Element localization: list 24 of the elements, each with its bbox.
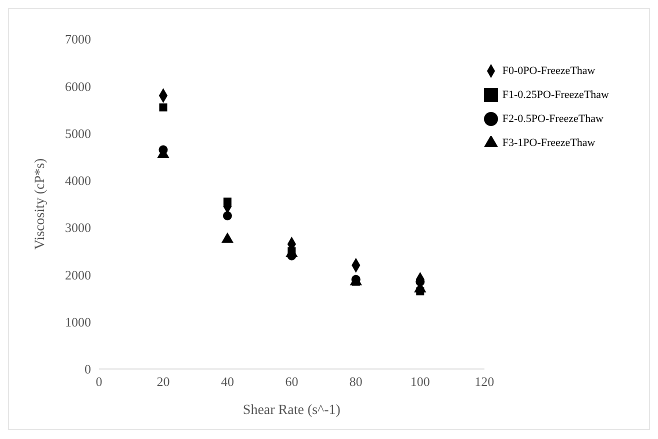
x-tick-label: 40 bbox=[220, 374, 234, 390]
y-tick-label: 3000 bbox=[65, 220, 91, 236]
x-axis-title: Shear Rate (s^-1) bbox=[242, 402, 341, 418]
y-tick-label: 2000 bbox=[65, 267, 91, 282]
y-tick-label: 5000 bbox=[65, 126, 91, 141]
x-tick-label: 120 bbox=[474, 374, 494, 390]
legend-label: F0-0PO-FreezeThaw bbox=[502, 65, 596, 77]
legend-label: F1-0.25PO-FreezeThaw bbox=[502, 89, 609, 101]
y-tick-label: 7000 bbox=[65, 32, 91, 47]
x-tick-label: 60 bbox=[285, 374, 298, 390]
x-tick-label: 0 bbox=[96, 374, 102, 390]
y-tick-label: 6000 bbox=[65, 78, 91, 94]
point bbox=[223, 198, 232, 206]
point bbox=[159, 103, 168, 112]
legend-label: F2-0.5PO-FreezeThaw bbox=[502, 113, 604, 125]
legend-label: F3-1PO-FreezeThaw bbox=[502, 137, 596, 149]
x-tick-label: 80 bbox=[349, 374, 362, 390]
x-tick-label: 100 bbox=[410, 374, 430, 390]
x-tick-label: 20 bbox=[156, 374, 170, 390]
y-tick-label: 1000 bbox=[65, 314, 91, 330]
y-axis-title: Viscosity (cP*s) bbox=[32, 158, 48, 250]
point bbox=[222, 211, 232, 220]
y-tick-label: 0 bbox=[84, 362, 91, 377]
y-tick-label: 4000 bbox=[65, 173, 91, 188]
